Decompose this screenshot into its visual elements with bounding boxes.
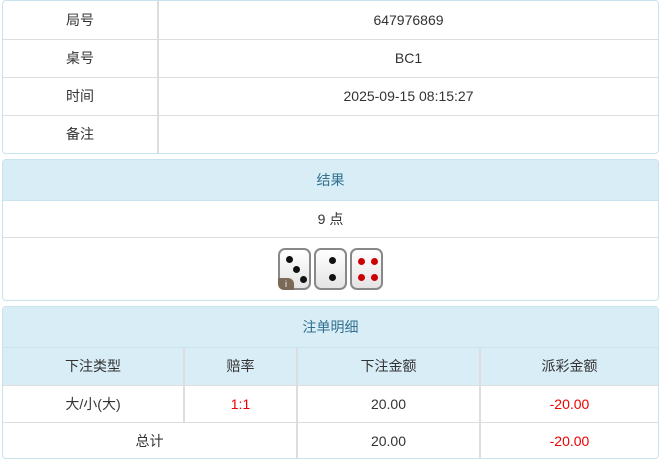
value: 2025-09-15 08:15:27 bbox=[158, 77, 658, 116]
result-title: 结果 bbox=[3, 160, 658, 201]
info-row-round: 局号 647976869 bbox=[3, 1, 658, 40]
header-bet-amount: 下注金额 bbox=[297, 348, 481, 386]
bet-details-title: 注单明细 bbox=[3, 307, 658, 348]
info-row-remark: 备注 bbox=[3, 115, 658, 153]
info-icon[interactable]: i bbox=[278, 278, 294, 290]
info-row-table: 桌号 BC1 bbox=[3, 39, 658, 78]
value: 647976869 bbox=[158, 1, 658, 40]
bet-amount: 20.00 bbox=[297, 385, 481, 423]
payout: -20.00 bbox=[480, 385, 658, 423]
result-points: 9 点 bbox=[3, 201, 658, 238]
dice-display: i bbox=[3, 238, 658, 300]
bet-details-panel: 注单明细 下注类型 赔率 下注金额 派彩金额 大/小(大) 1:1 20.00 … bbox=[2, 306, 659, 459]
header-odds: 赔率 bbox=[184, 348, 298, 386]
table-row: 大/小(大) 1:1 20.00 -20.00 bbox=[3, 385, 658, 423]
round-info-panel: 局号 647976869 桌号 BC1 时间 2025-09-15 08:15:27 … bbox=[2, 0, 659, 154]
bet-type: 大/小(大) bbox=[3, 385, 185, 423]
die-3-icon: i bbox=[278, 248, 311, 290]
header-payout: 派彩金额 bbox=[480, 348, 658, 386]
table-header: 下注类型 赔率 下注金额 派彩金额 bbox=[3, 348, 658, 386]
total-payout: -20.00 bbox=[549, 432, 590, 449]
die-4-icon bbox=[350, 248, 383, 290]
info-row-time: 时间 2025-09-15 08:15:27 bbox=[3, 77, 658, 116]
result-panel: 结果 9 点 i bbox=[2, 159, 659, 301]
odds: 1:1 bbox=[184, 385, 298, 423]
total-label: 总计 bbox=[3, 422, 298, 458]
total-row: 总计 20.00 -20.00 bbox=[3, 422, 658, 458]
label: 桌号 bbox=[3, 39, 159, 78]
total-amount: 20.00 bbox=[297, 422, 481, 458]
value bbox=[158, 115, 658, 153]
label: 时间 bbox=[3, 77, 159, 116]
label: 局号 bbox=[3, 1, 159, 40]
header-bet-type: 下注类型 bbox=[3, 348, 185, 386]
label: 备注 bbox=[3, 115, 159, 153]
die-2-icon bbox=[314, 248, 347, 290]
value: BC1 bbox=[158, 39, 658, 78]
